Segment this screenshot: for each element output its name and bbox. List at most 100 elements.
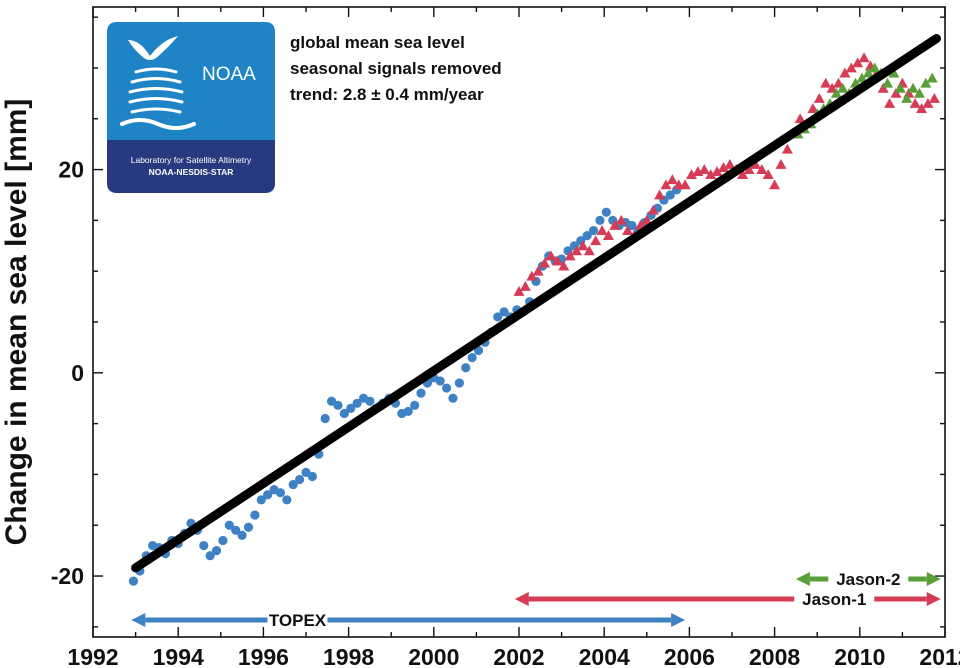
data-point (205, 551, 215, 561)
data-point (717, 162, 729, 172)
data-point (928, 92, 940, 103)
data-point (595, 215, 605, 225)
data-point (698, 164, 710, 174)
data-point (686, 169, 698, 180)
y-axis-label: Change in mean sea level [mm] (0, 99, 33, 546)
data-point (551, 255, 563, 266)
data-point (837, 82, 849, 93)
data-point (622, 225, 634, 235)
data-point (333, 400, 343, 410)
data-point (916, 103, 928, 114)
data-point (807, 103, 819, 114)
arrow-left-icon (795, 572, 810, 586)
data-point (513, 286, 525, 296)
data-point (564, 250, 576, 261)
data-point (877, 82, 889, 93)
data-point (660, 179, 672, 190)
x-tick-label: 2006 (664, 644, 715, 668)
data-point (263, 490, 273, 500)
data-point (128, 576, 139, 586)
data-point (454, 378, 464, 388)
mission-jason-2: Jason-2 (795, 568, 941, 590)
data-point (493, 312, 503, 322)
data-point (231, 525, 241, 535)
x-tick-labels: 1992 1994 1996 1998 2000 2002 2004 2006 2008 2010… (67, 644, 960, 668)
data-point (641, 214, 653, 225)
y-tick-labels: -20 0 20 (51, 157, 84, 589)
data-point (577, 240, 589, 251)
data-point (711, 166, 723, 177)
x-tick-label: 2012 (919, 644, 960, 668)
data-point (913, 87, 925, 98)
data-point (794, 113, 806, 124)
data-point (601, 207, 611, 217)
data-point (894, 82, 906, 93)
data-point (609, 219, 621, 230)
data-point (545, 250, 557, 261)
data-point (781, 143, 793, 154)
data-point (830, 87, 842, 98)
x-tick-label: 1994 (153, 644, 204, 668)
mission-label: Jason-1 (802, 590, 866, 609)
data-point (839, 67, 851, 78)
data-point (920, 77, 932, 88)
data-point (756, 164, 768, 174)
arrow-right-icon (926, 592, 941, 606)
data-point (615, 214, 627, 225)
data-point (519, 280, 531, 291)
data-point (869, 62, 881, 73)
data-point (435, 376, 445, 386)
noaa-bird-emblem-icon (120, 36, 196, 130)
data-point (441, 383, 452, 393)
data-point (775, 159, 787, 169)
series-jason-1 (513, 52, 940, 296)
data-point (596, 225, 608, 235)
data-point (602, 230, 614, 241)
y-tick-label: 0 (71, 360, 84, 386)
data-point (627, 220, 637, 231)
annotation-line-2: seasonal signals removed (290, 59, 502, 78)
arrow-right-icon (926, 572, 941, 586)
data-point (884, 98, 896, 108)
data-point (526, 270, 538, 281)
data-point (826, 82, 838, 93)
data-point (665, 190, 675, 200)
data-point (275, 488, 286, 498)
mission-label-bg (267, 609, 328, 631)
annotation-line-3: trend: 2.8 ± 0.4 mm/year (290, 85, 484, 104)
data-point (724, 159, 736, 169)
data-point (499, 307, 509, 317)
data-point (199, 540, 209, 551)
data-point (473, 345, 484, 356)
data-point (224, 520, 234, 530)
x-tick-label: 2010 (834, 644, 885, 668)
mission-label: TOPEX (269, 611, 327, 630)
data-point (583, 245, 595, 256)
data-point (532, 265, 544, 276)
data-point (250, 510, 260, 520)
mission-label-bg (828, 568, 909, 590)
logo-name: NOAA (202, 64, 256, 85)
mission-label-bg (794, 588, 875, 610)
data-point (852, 57, 864, 68)
mission-topex: TOPEX (131, 609, 686, 631)
logo-line2: NOAA-NESDIS-STAR (149, 167, 234, 177)
data-point (833, 77, 844, 88)
data-point (590, 235, 602, 246)
data-point (237, 530, 247, 540)
data-point (901, 92, 913, 103)
data-point (211, 546, 222, 556)
data-point (820, 77, 832, 88)
data-point (858, 52, 870, 63)
data-point (558, 260, 570, 271)
data-point (813, 92, 825, 103)
logo-line1: Laboratory for Satellite Altimetry (131, 155, 252, 165)
data-point (922, 98, 934, 108)
data-point (762, 169, 774, 180)
data-point (243, 522, 254, 532)
data-point (654, 189, 666, 200)
data-point (862, 67, 874, 78)
data-point (365, 396, 375, 406)
